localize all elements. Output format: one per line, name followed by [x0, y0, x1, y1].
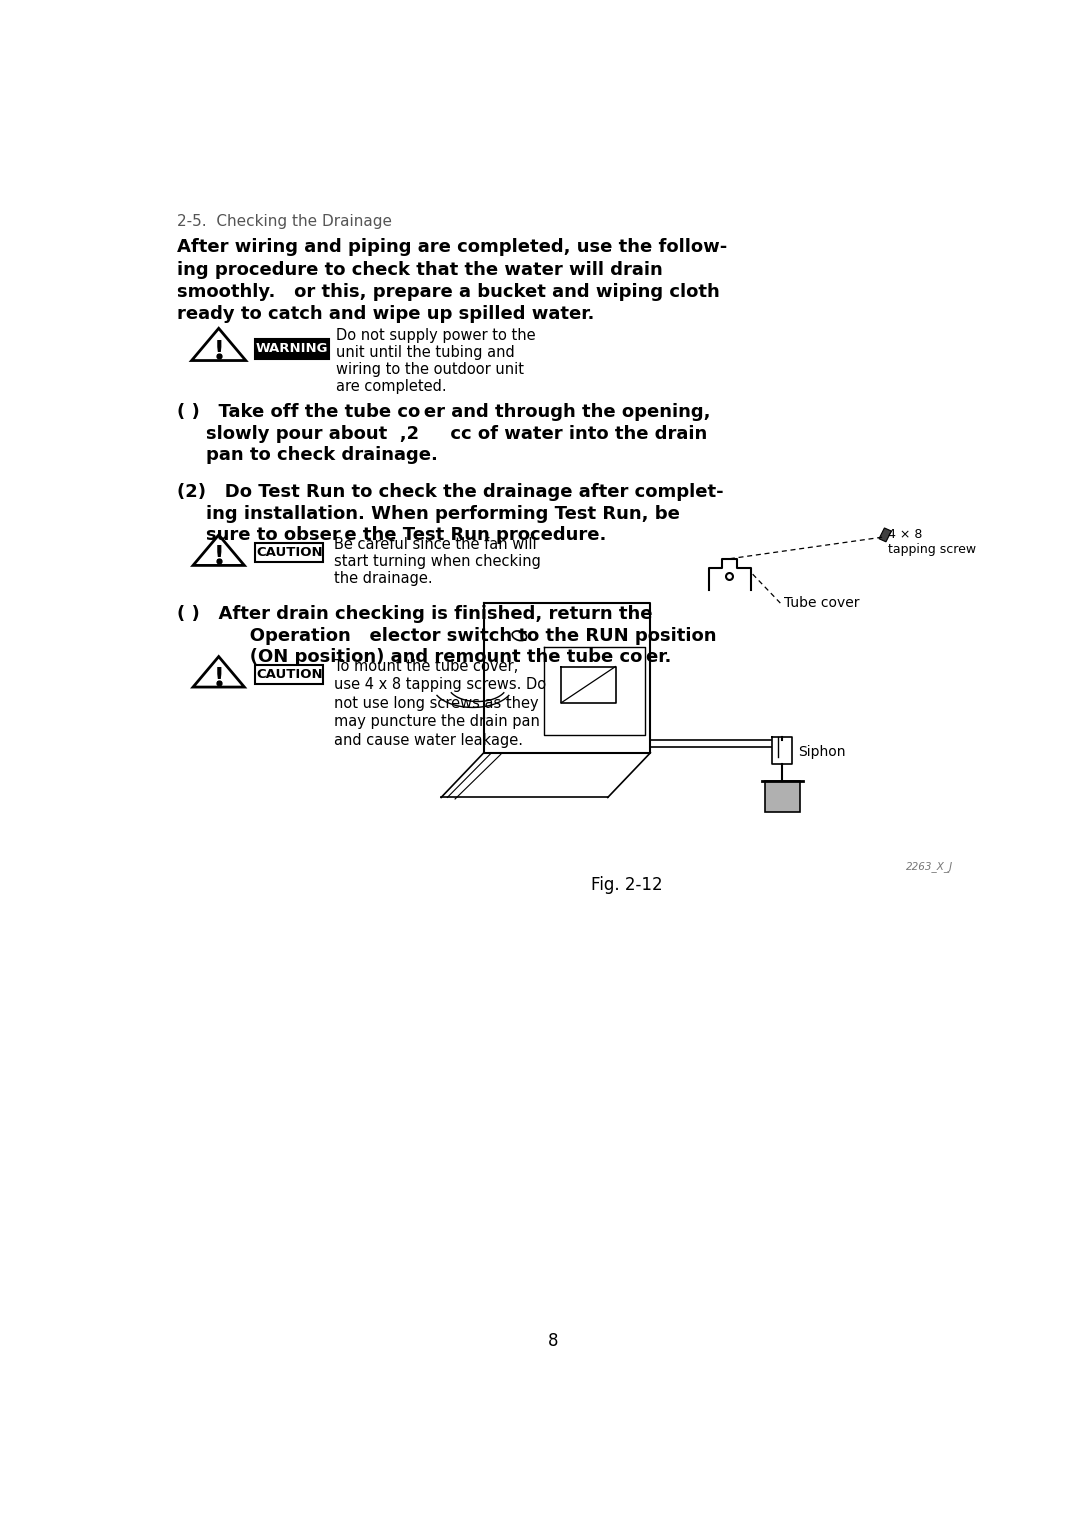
Text: ( )   After drain checking is finished, return the: ( ) After drain checking is finished, re…	[177, 605, 652, 622]
Text: Do not supply power to the: Do not supply power to the	[337, 328, 536, 343]
Text: (ON position) and remount the tube co er.: (ON position) and remount the tube co er…	[206, 648, 672, 666]
FancyBboxPatch shape	[255, 339, 328, 358]
Text: 8: 8	[549, 1331, 558, 1350]
FancyBboxPatch shape	[255, 543, 323, 561]
Text: CAUTION: CAUTION	[256, 546, 323, 560]
Text: CAUTION: CAUTION	[256, 668, 323, 680]
Text: WARNING: WARNING	[256, 342, 328, 355]
Text: start turning when checking: start turning when checking	[334, 554, 541, 569]
Text: Fig. 2-12: Fig. 2-12	[592, 875, 663, 894]
Text: smoothly.   or this, prepare a bucket and wiping cloth: smoothly. or this, prepare a bucket and …	[177, 284, 719, 300]
Text: wiring to the outdoor unit: wiring to the outdoor unit	[337, 361, 525, 377]
Text: !: !	[214, 339, 224, 363]
Text: 2263_X_J: 2263_X_J	[905, 860, 953, 871]
Text: and cause water leakage.: and cause water leakage.	[334, 734, 523, 747]
FancyBboxPatch shape	[255, 665, 323, 683]
Text: Siphon: Siphon	[798, 746, 846, 759]
Text: ing procedure to check that the water will drain: ing procedure to check that the water wi…	[177, 261, 663, 279]
Text: pan to check drainage.: pan to check drainage.	[206, 447, 438, 464]
Text: Operation   elector switch to the RUN position: Operation elector switch to the RUN posi…	[206, 627, 717, 645]
Text: may puncture the drain pan: may puncture the drain pan	[334, 714, 540, 729]
Text: sure to obser e the Test Run procedure.: sure to obser e the Test Run procedure.	[206, 526, 607, 544]
Text: unit until the tubing and: unit until the tubing and	[337, 345, 515, 360]
Polygon shape	[879, 528, 891, 541]
FancyBboxPatch shape	[765, 781, 800, 813]
Text: use 4 x 8 tapping screws. Do: use 4 x 8 tapping screws. Do	[334, 677, 546, 692]
Text: 4 × 8
tapping screw: 4 × 8 tapping screw	[889, 528, 976, 557]
Text: After wiring and piping are completed, use the follow-: After wiring and piping are completed, u…	[177, 238, 727, 256]
Text: (2)   Do Test Run to check the drainage after complet-: (2) Do Test Run to check the drainage af…	[177, 483, 724, 502]
Text: slowly pour about  ,2     cc of water into the drain: slowly pour about ,2 cc of water into th…	[206, 425, 707, 442]
Text: ing installation. When performing Test Run, be: ing installation. When performing Test R…	[206, 505, 680, 523]
Text: are completed.: are completed.	[337, 378, 447, 393]
Text: ( )   Take off the tube co er and through the opening,: ( ) Take off the tube co er and through …	[177, 403, 711, 421]
Text: the drainage.: the drainage.	[334, 570, 433, 586]
Text: !: !	[214, 666, 224, 691]
Text: Tube cover: Tube cover	[784, 596, 860, 610]
Text: !: !	[214, 544, 224, 569]
Text: ready to catch and wipe up spilled water.: ready to catch and wipe up spilled water…	[177, 305, 594, 323]
Text: 2-5.  Checking the Drainage: 2-5. Checking the Drainage	[177, 214, 392, 229]
Text: To mount the tube cover,: To mount the tube cover,	[334, 659, 518, 674]
Text: Be careful since the fan will: Be careful since the fan will	[334, 537, 537, 552]
Text: not use long screws as they: not use long screws as they	[334, 695, 539, 711]
